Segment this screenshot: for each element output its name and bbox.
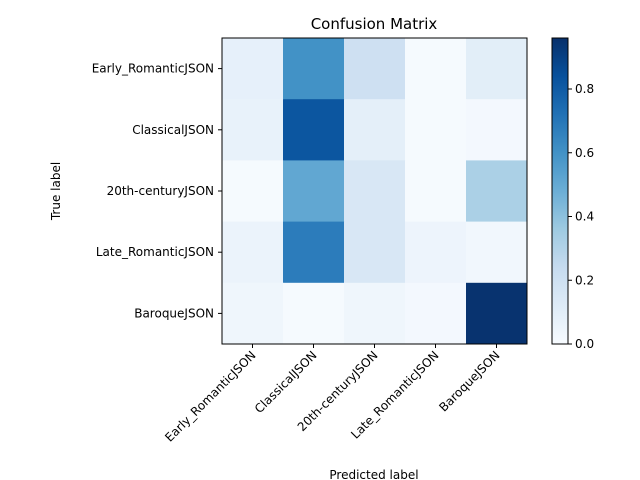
heatmap-cell xyxy=(283,99,345,161)
heatmap-cell xyxy=(466,282,528,345)
colorbar-tick-label: 0.4 xyxy=(575,210,594,224)
x-tick-label: ClassicalJSON xyxy=(252,348,320,416)
heatmap-cell xyxy=(344,160,406,222)
heatmap-cell xyxy=(405,221,467,284)
heatmap-cell xyxy=(344,99,406,161)
colorbar-tick-label: 0.6 xyxy=(575,146,594,160)
colorbar xyxy=(551,37,569,345)
heatmap-cell xyxy=(466,99,528,161)
heatmap-cell xyxy=(405,38,467,100)
y-tick-label: ClassicalJSON xyxy=(132,123,214,137)
heatmap-cell xyxy=(222,221,284,284)
heatmap-cell xyxy=(466,38,528,100)
colorbar-tick-label: 0.0 xyxy=(575,337,594,351)
heatmap-cell xyxy=(466,221,528,284)
heatmap-cell xyxy=(344,38,406,100)
colorbar-tick-label: 0.8 xyxy=(575,82,594,96)
y-tick-label: 20th-centuryJSON xyxy=(107,184,214,198)
colorbar-tick-label: 0.2 xyxy=(575,273,594,287)
y-axis-label: True label xyxy=(49,162,63,221)
heatmap-cell xyxy=(344,221,406,284)
heatmap-cell xyxy=(222,160,284,222)
heatmap-cell xyxy=(405,282,467,345)
chart-title: Confusion Matrix xyxy=(311,15,438,33)
heatmap-cell xyxy=(405,99,467,161)
heatmap-cell xyxy=(405,160,467,222)
heatmap-cell xyxy=(283,160,345,222)
y-tick-label: Early_RomanticJSON xyxy=(92,62,214,76)
heatmap-cell xyxy=(283,282,345,345)
heatmap-cell xyxy=(466,160,528,222)
y-tick-label: Late_RomanticJSON xyxy=(96,245,214,259)
heatmap-cell xyxy=(283,221,345,284)
heatmap-cell xyxy=(283,38,345,100)
heatmap-cell xyxy=(344,282,406,345)
heatmap-cell xyxy=(222,282,284,345)
x-tick-label: Early_RomanticJSON xyxy=(162,348,258,444)
heatmap-cell xyxy=(222,99,284,161)
x-tick-label: BaroqueJSON xyxy=(436,348,502,414)
x-axis-label: Predicted label xyxy=(329,468,418,480)
y-tick-label: BaroqueJSON xyxy=(134,306,214,320)
heatmap-cell xyxy=(222,38,284,100)
